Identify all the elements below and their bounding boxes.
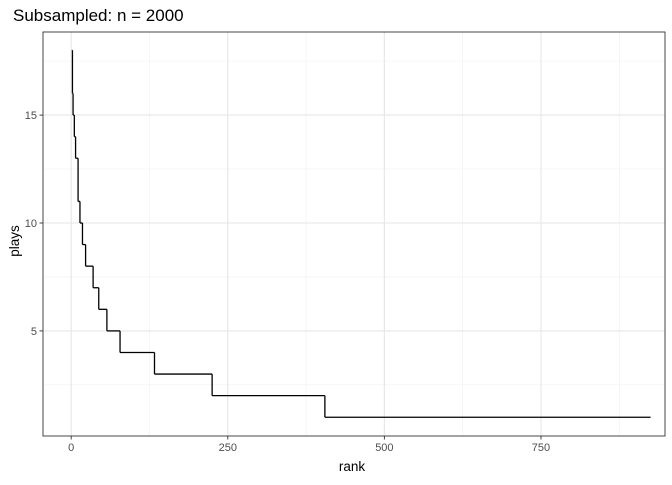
x-axis-title: rank	[339, 459, 366, 474]
y-tick-label: 15	[25, 110, 37, 122]
x-tick-label: 0	[68, 442, 74, 454]
x-tick-label: 500	[375, 442, 393, 454]
major-gridlines	[43, 32, 665, 436]
y-tick-label: 10	[25, 218, 37, 230]
series-line	[71, 49, 651, 418]
chart-title: Subsampled: n = 2000	[13, 6, 184, 25]
y-axis-title: plays	[7, 225, 22, 257]
x-tick-label: 250	[219, 442, 237, 454]
minor-gridlines	[43, 32, 665, 436]
series-layer	[71, 49, 651, 418]
x-axis: 0 250 500 750	[68, 436, 550, 454]
y-tick-label: 5	[31, 326, 37, 338]
y-axis: 5 10 15	[25, 110, 43, 338]
plot-panel	[43, 32, 665, 436]
x-tick-label: 750	[532, 442, 550, 454]
plot-border	[42, 31, 666, 437]
